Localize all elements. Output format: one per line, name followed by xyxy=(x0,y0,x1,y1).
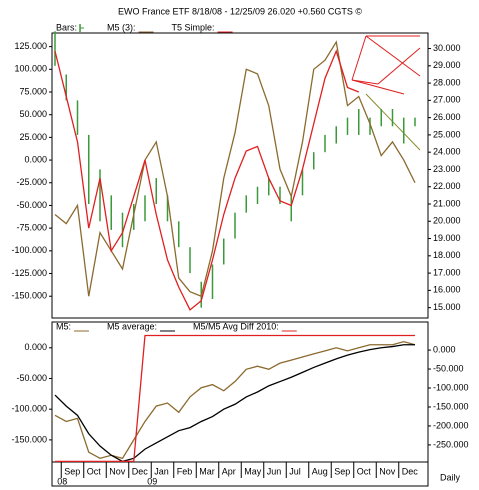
x-tick-label: Jul xyxy=(289,466,301,476)
y2-tick-label: 22.000 xyxy=(433,181,461,191)
x-tick-label: Sep xyxy=(334,466,350,476)
y2-tick-label: 16.000 xyxy=(433,285,461,295)
legend-label: M5: xyxy=(56,321,71,331)
y-tick-label: -25.000 xyxy=(16,177,47,187)
y2-tick-label: 28.000 xyxy=(433,77,461,87)
legend-label: M5 average: xyxy=(107,321,157,331)
y2-tick-label: -50.000 xyxy=(433,363,464,373)
x-tick-label: Aug xyxy=(312,466,328,476)
y2-tick-label: 23.000 xyxy=(433,164,461,174)
y-tick-label: 0.000 xyxy=(24,154,47,164)
x-tick-label: Feb xyxy=(177,466,193,476)
x-tick-label: Sep xyxy=(64,466,80,476)
year-label: 08 xyxy=(57,476,67,486)
y2-tick-label: -250.000 xyxy=(433,439,469,449)
y-tick-label: -50.000 xyxy=(16,373,47,383)
series-line xyxy=(54,40,416,298)
x-tick-label: Dec xyxy=(402,466,419,476)
series-line xyxy=(54,340,416,460)
x-tick-label: Nov xyxy=(109,466,126,476)
trend-line xyxy=(365,35,421,77)
x-tick-label: Jun xyxy=(267,466,282,476)
trend-line xyxy=(377,47,421,85)
series-line xyxy=(55,334,415,463)
y2-tick-label: -200.000 xyxy=(433,420,469,430)
period-label: Daily xyxy=(440,472,461,482)
y2-tick-label: -100.000 xyxy=(433,382,469,392)
year-label: 09 xyxy=(147,476,157,486)
x-tick-label: May xyxy=(244,466,262,476)
y2-tick-label: 30.000 xyxy=(433,43,461,53)
x-tick-label: Nov xyxy=(379,466,396,476)
y-tick-label: 25.000 xyxy=(19,132,47,142)
y2-tick-label: 17.000 xyxy=(433,267,461,277)
trend-lines xyxy=(351,35,421,95)
upper-panel-frame xyxy=(51,32,429,319)
y2-tick-label: 18.000 xyxy=(433,250,461,260)
y2-tick-label: 19.000 xyxy=(433,233,461,243)
y-tick-label: 0.000 xyxy=(24,342,47,352)
legend-label: T5 Simple: xyxy=(172,22,215,32)
legend-label: Bars: xyxy=(56,22,77,32)
y-tick-label: 125.000 xyxy=(14,41,47,51)
series-line xyxy=(54,344,415,463)
y2-tick-label: 29.000 xyxy=(433,60,461,70)
y-tick-label: -100.000 xyxy=(11,404,47,414)
y2-tick-label: 27.000 xyxy=(433,95,461,105)
trend-line xyxy=(351,79,405,95)
y-tick-label: -150.000 xyxy=(11,434,47,444)
y-tick-label: 100.000 xyxy=(14,64,47,74)
x-tick-label: Oct xyxy=(357,466,372,476)
y2-tick-label: 25.000 xyxy=(433,129,461,139)
y2-tick-label: 0.000 xyxy=(433,344,456,354)
trend-line xyxy=(351,35,367,81)
y2-tick-label: 15.000 xyxy=(433,302,461,312)
y-tick-label: -100.000 xyxy=(11,245,47,255)
y-tick-label: -50.000 xyxy=(16,200,47,210)
y2-tick-label: 24.000 xyxy=(433,147,461,157)
series-line xyxy=(54,49,359,311)
y2-tick-label: 20.000 xyxy=(433,216,461,226)
x-axis-strip xyxy=(51,461,429,487)
chart-title: EWO France ETF 8/18/08 - 12/25/09 26.020… xyxy=(118,6,362,16)
x-tick-label: Mar xyxy=(199,466,215,476)
legend-label: M5 (3): xyxy=(107,22,136,32)
x-tick-label: Oct xyxy=(87,466,102,476)
y-tick-label: -75.000 xyxy=(16,223,47,233)
x-tick-label: Jan xyxy=(154,466,169,476)
y2-tick-label: 21.000 xyxy=(433,198,461,208)
y-tick-label: 75.000 xyxy=(19,86,47,96)
x-tick-label: Apr xyxy=(222,466,236,476)
y-tick-label: -125.000 xyxy=(11,268,47,278)
y2-tick-label: 26.000 xyxy=(433,112,461,122)
x-tick-label: Dec xyxy=(132,466,149,476)
y2-tick-label: -150.000 xyxy=(433,401,469,411)
y-tick-label: 50.000 xyxy=(19,109,47,119)
y-tick-label: -150.000 xyxy=(11,291,47,301)
legend-label: M5/M5 Avg Diff 2010: xyxy=(193,321,279,331)
